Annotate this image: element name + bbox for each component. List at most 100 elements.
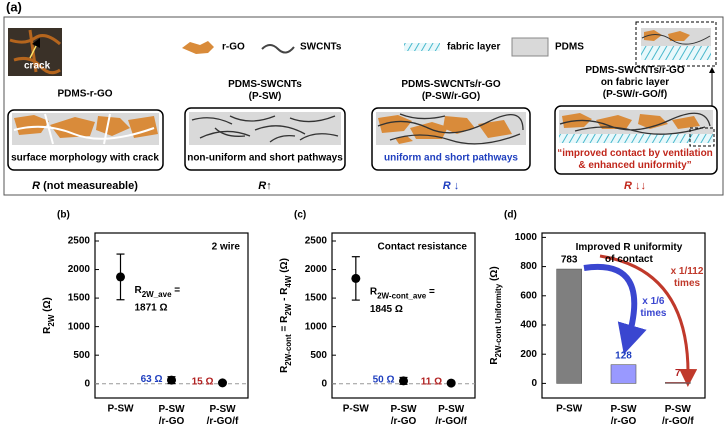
text-part: (Ω) bbox=[489, 266, 500, 283]
panel-label: (b) bbox=[57, 210, 70, 221]
plot-frame bbox=[94, 232, 249, 399]
value-label: 1871 Ω bbox=[135, 303, 168, 314]
y-tick-label: 0 bbox=[531, 378, 537, 389]
value-label: 783 bbox=[561, 255, 578, 266]
column-title: PDMS-SWCNTs/r-GO on fabric layer (P-SW/r-G… bbox=[585, 65, 684, 100]
y-axis-label: R2W-cont Uniformity (Ω) bbox=[489, 266, 503, 364]
column-result: R↑ bbox=[258, 180, 271, 192]
result-note: ↑ bbox=[266, 180, 272, 192]
result-note: ↓↓ bbox=[635, 180, 646, 192]
y-tick-label: 2000 bbox=[68, 264, 91, 275]
point bbox=[351, 273, 361, 283]
text-part: - R bbox=[279, 287, 290, 304]
y-tick-label: 1500 bbox=[305, 293, 328, 304]
panel-label: (d) bbox=[504, 210, 517, 221]
y-tick-label: 500 bbox=[310, 350, 327, 361]
column-result: R ↓ bbox=[443, 180, 460, 192]
legend-label: SWCNTs bbox=[300, 42, 342, 53]
x-tick-label: P-SW/r-GO/f bbox=[207, 404, 239, 424]
legend-label: r-GO bbox=[222, 42, 245, 53]
x-tick-label: P-SW/r-GO bbox=[610, 404, 637, 424]
y-tick-label: 1500 bbox=[68, 293, 91, 304]
point bbox=[167, 375, 176, 385]
x-tick-label: P-SW/r-GO/f bbox=[435, 404, 467, 424]
text-part: R bbox=[135, 285, 143, 296]
y-tick-label: 500 bbox=[73, 350, 90, 361]
text-part: 2W bbox=[47, 314, 56, 326]
column-title: PDMS-r-GO bbox=[58, 89, 113, 100]
y-tick-label: 1000 bbox=[305, 321, 328, 332]
bar bbox=[556, 268, 582, 384]
column-result: R ↓↓ bbox=[624, 180, 646, 192]
x-tick-label: P-SW/r-GO bbox=[390, 404, 417, 424]
col-1: PDMS-r-GO surface morphology with crack … bbox=[7, 89, 164, 192]
note: 2 wire bbox=[212, 242, 241, 253]
y-axis-label: R2W (Ω) bbox=[42, 297, 56, 334]
ratio-label: x 1/6 times bbox=[640, 296, 667, 319]
text-part: 2W-cont bbox=[284, 334, 293, 366]
plot-frame bbox=[541, 232, 706, 399]
result-note: (not measureable) bbox=[43, 180, 138, 192]
column-caption: uniform and short pathways bbox=[384, 153, 518, 164]
x-tick-label: P-SW bbox=[556, 404, 583, 415]
point bbox=[446, 378, 456, 388]
text-part: R bbox=[42, 326, 53, 334]
y-tick-label: 2500 bbox=[68, 236, 91, 247]
col-3: PDMS-SWCNTs/r-GO (P-SW/r-GO) uniform and … bbox=[371, 79, 531, 192]
value-label: 7 bbox=[675, 368, 681, 379]
legend-label: PDMS bbox=[555, 42, 584, 53]
legend-swatch bbox=[182, 41, 214, 54]
legend-swatch bbox=[511, 37, 549, 57]
text-part: = R bbox=[279, 315, 290, 334]
value-label: 1845 Ω bbox=[370, 304, 403, 315]
text-part: R bbox=[489, 357, 500, 365]
text-part: (Ω) bbox=[279, 258, 290, 275]
text-part: 2W-cont_ave bbox=[377, 291, 427, 300]
column-title: PDMS-SWCNTs/r-GO (P-SW/r-GO) bbox=[401, 79, 500, 102]
arrow bbox=[583, 263, 647, 355]
panel-label: (c) bbox=[294, 210, 306, 221]
bar bbox=[665, 382, 691, 384]
result-note: ↓ bbox=[454, 180, 460, 192]
y-tick-label: 2500 bbox=[305, 236, 328, 247]
column-caption: surface morphology with crack bbox=[11, 153, 159, 164]
legend: r-GO SWCNTs fabric layer PDMS bbox=[182, 37, 584, 57]
value-label: 15 Ω bbox=[192, 377, 214, 388]
column-title: PDMS-SWCNTs (P-SW) bbox=[228, 79, 302, 102]
value-label: 50 Ω bbox=[373, 375, 395, 386]
text-part: R bbox=[370, 286, 378, 297]
col-4: PDMS-SWCNTs/r-GO on fabric layer (P-SW/r-G… bbox=[554, 65, 718, 192]
value-label: 11 Ω bbox=[421, 377, 442, 388]
crack-photo: crack bbox=[8, 28, 62, 76]
point bbox=[116, 272, 125, 282]
y-axis-label: R2W-cont = R2W - R4W (Ω) bbox=[279, 258, 293, 373]
result-symbol: R bbox=[32, 180, 40, 192]
legend-swatch bbox=[261, 44, 295, 54]
legend-swatch bbox=[404, 43, 440, 51]
bar bbox=[610, 364, 637, 384]
text-part: (Ω) bbox=[42, 297, 53, 314]
result-symbol: R bbox=[624, 180, 632, 192]
x-tick-label: P-SW bbox=[343, 404, 370, 415]
x-tick-label: P-SW/r-GO/f bbox=[662, 404, 694, 424]
column-caption: “improved contact by ventilation & enhanc… bbox=[557, 148, 713, 171]
inset-label: crack bbox=[24, 61, 51, 72]
annotation: R2W_ave = bbox=[135, 285, 181, 299]
y-tick-label: 0 bbox=[84, 378, 90, 389]
text-part: = bbox=[426, 286, 435, 297]
point bbox=[218, 378, 227, 388]
text-part: 2W-cont Uniformity bbox=[494, 283, 503, 357]
text-part: = bbox=[172, 285, 181, 296]
result-symbol: R bbox=[443, 180, 451, 192]
panel-label: (a) bbox=[6, 0, 22, 14]
y-tick-label: 2000 bbox=[305, 264, 328, 275]
text-part: 2W_ave bbox=[142, 290, 172, 299]
y-tick-label: 400 bbox=[520, 320, 537, 331]
note: Improved R uniformity of contact bbox=[576, 242, 683, 265]
x-tick-label: P-SW/r-GO bbox=[158, 404, 185, 424]
x-tick-label: P-SW bbox=[107, 404, 134, 415]
y-tick-label: 1000 bbox=[515, 232, 538, 243]
point bbox=[399, 376, 408, 386]
